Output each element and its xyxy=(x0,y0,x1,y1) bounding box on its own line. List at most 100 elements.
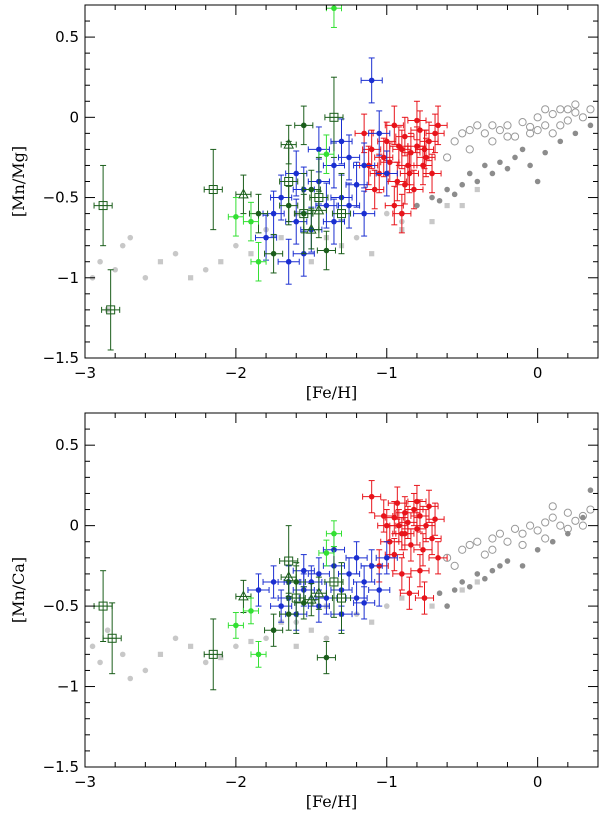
marker-filled-circle xyxy=(444,603,450,609)
data-layer xyxy=(89,5,595,351)
marker-filled-circle xyxy=(408,542,414,548)
marker-filled-circle xyxy=(346,571,352,577)
x-axis-label: [Fe/H] xyxy=(306,792,358,811)
marker-filled-circle xyxy=(331,5,337,12)
point-red_population xyxy=(414,581,435,615)
marker-open-circle xyxy=(563,508,572,517)
point-disk_thin_open xyxy=(563,105,572,114)
panel-mn_mg: −3 −2 −1 0 −1.5 −1 −0.5 0 0.5 [Fe/H] [Mn/Mg] xyxy=(9,4,599,402)
marker-filled-square xyxy=(429,219,435,225)
x-tick-label: −2 xyxy=(225,364,247,382)
point-disk_thin_open xyxy=(541,105,550,114)
marker-open-circle xyxy=(488,121,497,130)
point-halo_gray_squares xyxy=(293,643,299,649)
marker-filled-circle xyxy=(527,162,533,169)
point-red_population xyxy=(425,502,445,536)
point-blue_population xyxy=(247,573,270,607)
series-halo_gray_circles xyxy=(89,603,390,682)
point-disk_thin_open xyxy=(571,108,580,117)
marker-filled-circle xyxy=(429,170,435,177)
point-halo_gray_squares xyxy=(474,579,480,585)
point-blue_population xyxy=(322,198,346,245)
point-disk_thick_filled xyxy=(466,583,473,590)
y-tick-label: −1.5 xyxy=(43,349,79,367)
point-disk_thin_open xyxy=(541,534,550,543)
point-halo_gray_circles xyxy=(263,635,269,642)
point-disk_thick_filled xyxy=(451,191,458,198)
point-halo_gray_circles xyxy=(97,258,103,265)
point-disk_thin_open xyxy=(503,121,512,130)
series-lightgreen xyxy=(227,5,342,282)
marker-open-circle xyxy=(578,521,588,530)
point-blue_population xyxy=(353,586,376,620)
point-blue_population xyxy=(315,182,338,229)
series-disk_thick_filled xyxy=(421,487,594,609)
point-red_population xyxy=(395,164,415,205)
point-blue_population xyxy=(345,161,368,208)
point-disk_thin_open xyxy=(458,129,467,138)
marker-filled-circle xyxy=(534,178,541,185)
marker-filled-circle xyxy=(368,146,375,153)
point-lightgreen xyxy=(250,241,267,282)
marker-filled-circle xyxy=(489,567,496,574)
point-disk_thin_open xyxy=(548,513,557,522)
point-darkgreen_open_square xyxy=(101,269,121,351)
point-disk_thin_open xyxy=(586,105,595,114)
point-halo_gray_squares xyxy=(308,259,314,265)
point-disk_thin_open xyxy=(548,502,557,511)
marker-open-circle xyxy=(503,132,512,141)
point-disk_thin_open xyxy=(465,126,474,135)
series-disk_thick_filled xyxy=(399,122,594,217)
marker-filled-circle xyxy=(331,218,337,225)
marker-filled-circle xyxy=(316,146,322,153)
point-lightgreen xyxy=(227,197,244,237)
marker-open-triangle xyxy=(283,138,295,149)
marker-filled-circle xyxy=(435,555,441,561)
marker-filled-square xyxy=(474,579,480,585)
marker-open-circle xyxy=(488,545,497,554)
point-halo_gray_squares xyxy=(278,235,284,241)
point-blue_population xyxy=(375,541,398,575)
point-disk_thin_open xyxy=(473,121,482,130)
point-disk_thin_open xyxy=(571,100,580,109)
point-red_population xyxy=(407,484,427,519)
point-darkgreen_open_triangle xyxy=(235,174,252,215)
point-lightgreen xyxy=(227,612,244,639)
marker-filled-circle xyxy=(565,530,571,537)
point-disk_thick_filled xyxy=(519,563,526,569)
point-disk_thin_open xyxy=(473,537,482,546)
point-darkgreen_open_square xyxy=(286,562,306,634)
point-darkgreen_filled xyxy=(248,193,269,234)
marker-filled-circle xyxy=(361,130,367,137)
series-darkgreen_filled xyxy=(264,565,336,675)
marker-filled-circle xyxy=(383,210,390,217)
marker-filled-circle xyxy=(414,117,420,124)
marker-open-circle xyxy=(518,540,527,550)
marker-filled-circle xyxy=(361,600,367,606)
point-red_population xyxy=(389,126,409,166)
marker-filled-circle xyxy=(420,546,426,553)
marker-filled-circle xyxy=(202,659,209,666)
point-disk_thick_filled xyxy=(512,154,518,161)
point-red_population xyxy=(407,100,427,141)
marker-open-circle xyxy=(563,105,572,114)
point-halo_gray_circles xyxy=(172,635,179,642)
marker-filled-circle xyxy=(396,143,402,149)
marker-filled-circle xyxy=(474,178,481,185)
point-red_population xyxy=(387,161,407,202)
marker-filled-circle xyxy=(270,627,277,634)
marker-filled-square xyxy=(308,627,314,633)
marker-filled-circle xyxy=(89,643,96,650)
marker-filled-circle xyxy=(394,500,401,506)
marker-filled-circle xyxy=(414,526,420,532)
marker-filled-circle xyxy=(255,258,262,265)
marker-filled-circle xyxy=(417,127,423,133)
point-darkgreen_open_square xyxy=(102,602,122,675)
x-tick-label: 0 xyxy=(533,773,543,791)
marker-filled-circle xyxy=(368,563,375,569)
marker-filled-square xyxy=(308,259,314,265)
marker-filled-circle xyxy=(421,595,428,601)
marker-filled-circle xyxy=(406,590,413,597)
marker-open-circle xyxy=(548,513,557,522)
point-halo_gray_circles xyxy=(323,635,330,642)
